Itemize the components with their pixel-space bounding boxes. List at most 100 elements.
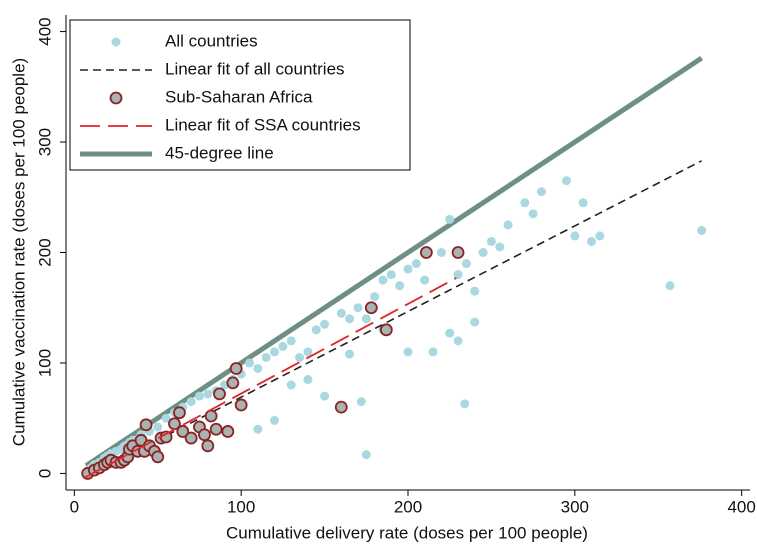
legend-box: [69, 19, 411, 171]
country-point: [336, 308, 346, 318]
country-point: [270, 415, 280, 425]
country-point: [445, 328, 455, 338]
country-point: [503, 220, 513, 230]
country-point: [345, 349, 355, 359]
country-point: [495, 242, 505, 252]
x-tick-label: 100: [227, 497, 255, 516]
country-point: [361, 450, 371, 460]
ssa-point: [198, 428, 211, 442]
country-point: [320, 319, 330, 329]
country-point: [428, 347, 438, 357]
country-point: [460, 399, 470, 409]
country-point: [595, 231, 605, 241]
country-point: [478, 248, 488, 257]
country-point: [453, 336, 463, 346]
ssa-point: [201, 439, 215, 453]
legend-label: 45-degree line: [165, 143, 274, 162]
country-point: [587, 236, 597, 246]
legend-label: Linear fit of all countries: [165, 59, 345, 78]
legend-label: Linear fit of SSA countries: [165, 115, 361, 134]
country-point: [261, 352, 271, 362]
country-point: [303, 375, 313, 385]
y-tick-label: 300: [35, 128, 54, 156]
fit-line: [85, 160, 702, 478]
country-point: [345, 314, 355, 324]
country-point: [303, 347, 313, 357]
country-point: [445, 214, 455, 224]
country-point: [278, 341, 288, 351]
ssa-point: [364, 301, 378, 315]
y-tick-label: 200: [35, 238, 54, 266]
x-tick-label: 0: [70, 497, 79, 516]
ssa-point: [173, 406, 186, 420]
country-point: [356, 397, 366, 407]
country-point: [161, 413, 171, 423]
ssa-point: [176, 425, 190, 438]
country-point: [286, 336, 296, 346]
ssa-point: [184, 431, 198, 445]
fit-line: [84, 55, 703, 468]
ssa-point: [209, 422, 223, 436]
country-point: [486, 236, 496, 246]
legend-swatch: [111, 37, 121, 47]
x-tick-label: 300: [561, 497, 589, 516]
country-point: [386, 270, 396, 280]
ssa-point: [151, 450, 165, 464]
country-point: [361, 314, 371, 324]
y-tick-label: 100: [35, 349, 54, 377]
country-point: [453, 270, 463, 280]
country-point: [411, 259, 421, 269]
ssa-point: [226, 376, 240, 390]
country-point: [470, 317, 480, 327]
country-point: [378, 275, 388, 285]
ssa-point: [379, 323, 393, 337]
country-point: [286, 380, 296, 390]
country-point: [295, 352, 305, 362]
ssa-point: [334, 400, 348, 414]
country-point: [697, 225, 707, 235]
fit-line: [83, 277, 457, 479]
country-point: [245, 358, 255, 368]
country-point: [403, 347, 413, 357]
country-point: [536, 187, 546, 197]
country-point: [665, 281, 675, 291]
ssa-point: [213, 387, 226, 401]
country-point: [395, 281, 405, 291]
country-point: [461, 259, 471, 269]
country-point: [370, 292, 380, 302]
legend-label: Sub-Saharan Africa: [165, 87, 313, 106]
y-axis-label: Cumulative vaccination rate (doses per 1…: [9, 58, 28, 446]
country-point: [203, 389, 213, 399]
country-point: [311, 325, 321, 335]
x-tick-label: 400: [727, 497, 755, 516]
country-point: [403, 264, 413, 274]
ssa-point: [229, 362, 243, 375]
country-point: [578, 198, 588, 208]
x-axis-label: Cumulative delivery rate (doses per 100 …: [226, 523, 588, 542]
y-tick-label: 0: [35, 469, 54, 478]
country-point: [520, 198, 530, 208]
country-point: [570, 231, 580, 241]
country-point: [253, 363, 263, 373]
ssa-point: [451, 246, 465, 259]
country-point: [528, 209, 538, 219]
country-point: [270, 347, 280, 357]
legend-swatch: [109, 91, 123, 105]
country-point: [153, 422, 163, 432]
country-point: [436, 248, 446, 257]
ssa-point: [419, 246, 433, 259]
y-tick-label: 400: [35, 17, 54, 45]
ssa-point: [204, 409, 218, 423]
ssa-point: [234, 398, 248, 412]
country-point: [320, 391, 330, 401]
x-tick-label: 200: [394, 497, 422, 516]
legend-label: All countries: [165, 31, 258, 50]
country-point: [353, 303, 363, 313]
country-point: [470, 286, 480, 296]
country-point: [194, 391, 204, 401]
country-point: [186, 397, 196, 407]
country-point: [561, 176, 571, 186]
country-point: [420, 275, 430, 285]
country-point: [253, 424, 263, 434]
